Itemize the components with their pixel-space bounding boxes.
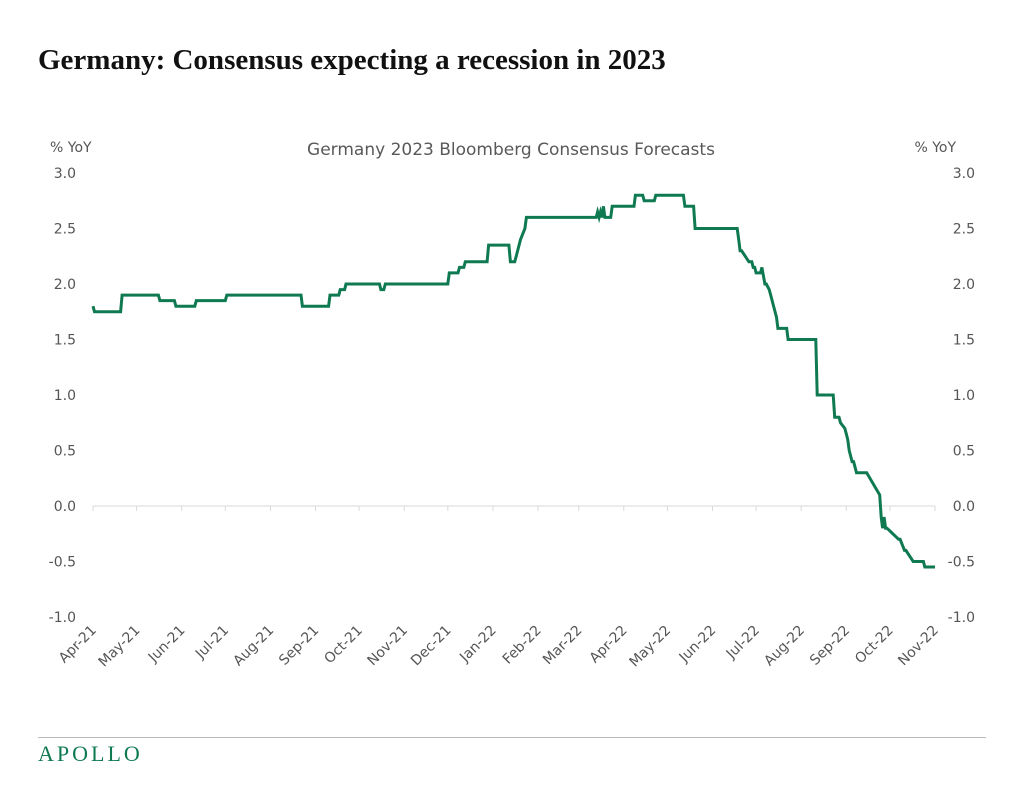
y-tick-label-right: 3.0 — [953, 166, 975, 182]
x-tick-label: Jan-22 — [456, 623, 499, 666]
y-tick-label-right: -1.0 — [948, 610, 975, 626]
x-tick-label: Jul-21 — [192, 623, 232, 663]
y-axis-right: 3.0 2.5 2.0 1.5 1.0 0.5 0.0 -0.5 -1.0 — [948, 166, 975, 626]
x-tick-label: May-21 — [96, 623, 144, 671]
x-tick-label: Apr-21 — [56, 623, 100, 667]
x-tick-label: Sep-22 — [807, 623, 853, 669]
brand-logo: APOLLO — [38, 741, 143, 766]
y-tick-label-left: 3.0 — [54, 166, 76, 182]
x-tick-label: Jun-22 — [676, 623, 720, 667]
x-tick-label: Jul-22 — [723, 623, 763, 663]
x-tick-label: May-22 — [626, 623, 674, 671]
x-tick-label: Mar-22 — [540, 623, 586, 669]
x-tick-label: Nov-22 — [895, 623, 942, 670]
y-tick-label-left: 2.5 — [54, 222, 76, 238]
x-tick-label: Nov-21 — [364, 623, 411, 670]
x-tick-label: Sep-21 — [276, 623, 322, 669]
y-axis-label-right: % YoY — [914, 140, 956, 156]
x-tick-label: Apr-22 — [587, 623, 631, 667]
y-tick-label-right: 2.0 — [953, 277, 975, 293]
x-tick-label: Feb-22 — [500, 623, 545, 668]
x-tick-label: Dec-21 — [408, 623, 455, 670]
y-tick-label-left: 0.0 — [54, 499, 76, 515]
x-tick-label: Aug-22 — [761, 623, 808, 670]
y-tick-label-left: 0.5 — [54, 444, 76, 460]
x-tick-label: Jun-21 — [145, 623, 189, 667]
x-tick-label: Oct-21 — [321, 623, 366, 668]
y-tick-label-right: -0.5 — [948, 555, 975, 571]
y-tick-label-right: 2.5 — [953, 222, 975, 238]
y-axis-label-left: % YoY — [50, 140, 92, 156]
footer-divider — [38, 737, 986, 738]
y-tick-label-right: 0.0 — [953, 499, 975, 515]
x-tick-label: Oct-22 — [852, 623, 897, 668]
page-title: Germany: Consensus expecting a recession… — [38, 44, 666, 76]
x-tick-label: Aug-21 — [230, 623, 277, 670]
series-line — [91, 193, 935, 569]
y-axis-left: 3.0 2.5 2.0 1.5 1.0 0.5 0.0 -0.5 -1.0 — [49, 166, 76, 626]
y-tick-label-left: -1.0 — [49, 610, 76, 626]
chart-title: Germany 2023 Bloomberg Consensus Forecas… — [307, 140, 715, 160]
y-tick-label-left: -0.5 — [49, 555, 76, 571]
y-tick-label-right: 1.5 — [953, 333, 975, 349]
y-tick-label-right: 0.5 — [953, 444, 975, 460]
y-tick-label-right: 1.0 — [953, 388, 975, 404]
y-tick-label-left: 1.0 — [54, 388, 76, 404]
y-tick-label-left: 2.0 — [54, 277, 76, 293]
y-tick-label-left: 1.5 — [54, 333, 76, 349]
